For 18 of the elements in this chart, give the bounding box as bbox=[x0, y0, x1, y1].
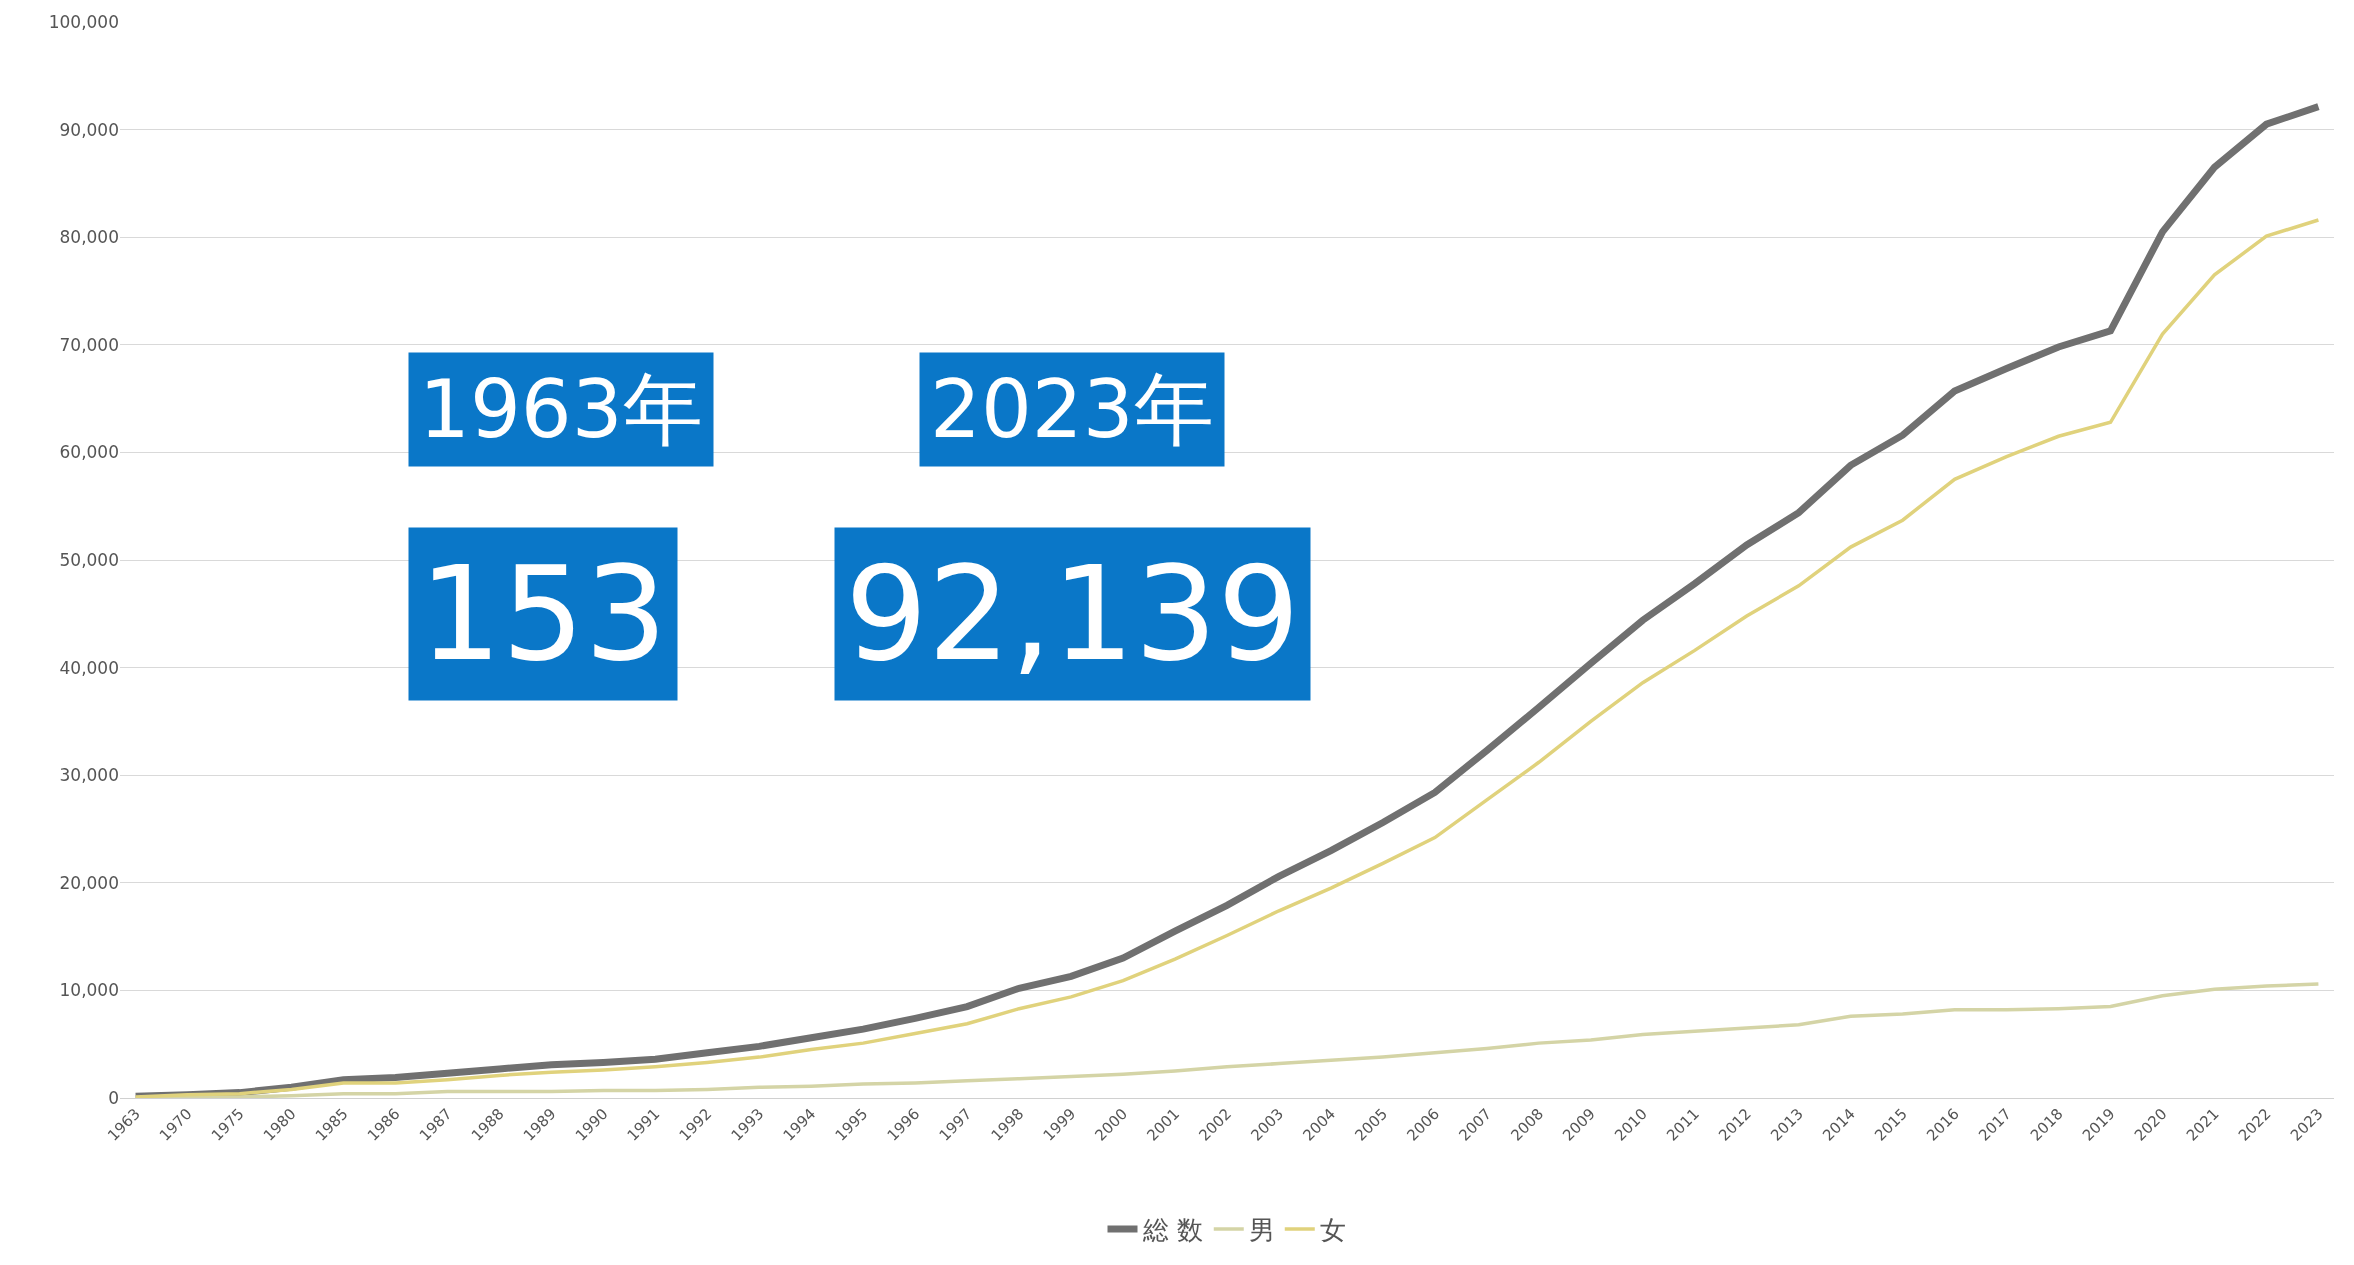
legend-label: 総 数 bbox=[1141, 1215, 1203, 1246]
y-tick-label: 50,000 bbox=[59, 549, 119, 570]
annotation: 2023年 bbox=[930, 363, 1214, 456]
y-tick-label: 60,000 bbox=[59, 442, 119, 463]
y-tick-label: 40,000 bbox=[59, 657, 119, 678]
y-tick-label: 10,000 bbox=[59, 980, 119, 1001]
y-tick-label: 80,000 bbox=[59, 227, 119, 248]
legend-label: 男 bbox=[1248, 1215, 1275, 1246]
annotation: 1963年 bbox=[419, 363, 703, 456]
annotation: 92,139 bbox=[845, 538, 1300, 690]
y-tick-label: 20,000 bbox=[59, 872, 119, 893]
y-tick-label: 0 bbox=[108, 1087, 119, 1108]
y-tick-label: 100,000 bbox=[48, 11, 119, 32]
y-tick-label: 90,000 bbox=[59, 119, 119, 140]
y-tick-label: 30,000 bbox=[59, 765, 119, 786]
y-tick-label: 70,000 bbox=[59, 334, 119, 355]
legend-label: 女 bbox=[1319, 1215, 1346, 1246]
annotation: 153 bbox=[419, 538, 668, 690]
